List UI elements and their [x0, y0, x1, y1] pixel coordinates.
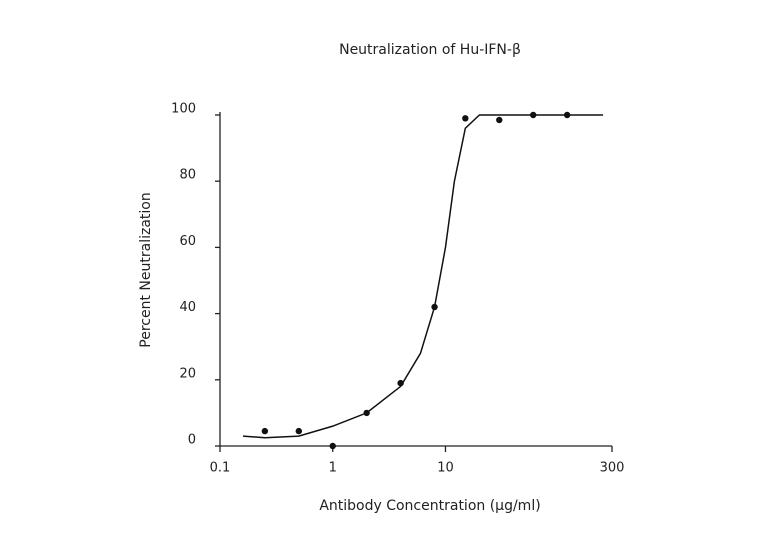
fit-curve — [242, 114, 604, 439]
x-axis-label: Antibody Concentration (μg/ml) — [319, 498, 540, 514]
y-tick-label: 0 — [188, 433, 196, 448]
y-tick-label: 80 — [179, 168, 196, 183]
y-axis-label: Percent Neutralization — [138, 192, 154, 347]
data-point — [295, 427, 302, 435]
data-point — [496, 116, 503, 124]
data-point — [462, 115, 469, 122]
x-tick-label: 10 — [437, 461, 454, 476]
y-tick-label: 20 — [179, 366, 196, 381]
x-tick-label: 0.1 — [210, 461, 231, 476]
y-tick-label: 60 — [179, 234, 196, 249]
y-tick-label: 40 — [179, 300, 196, 315]
y-tick-label: 100 — [171, 102, 196, 117]
chart-title: Neutralization of Hu-IFN-β — [339, 42, 521, 58]
data-point — [261, 427, 269, 435]
x-tick-label: 300 — [600, 461, 625, 476]
x-tick-label: 1 — [329, 461, 337, 476]
data-point — [329, 442, 336, 450]
